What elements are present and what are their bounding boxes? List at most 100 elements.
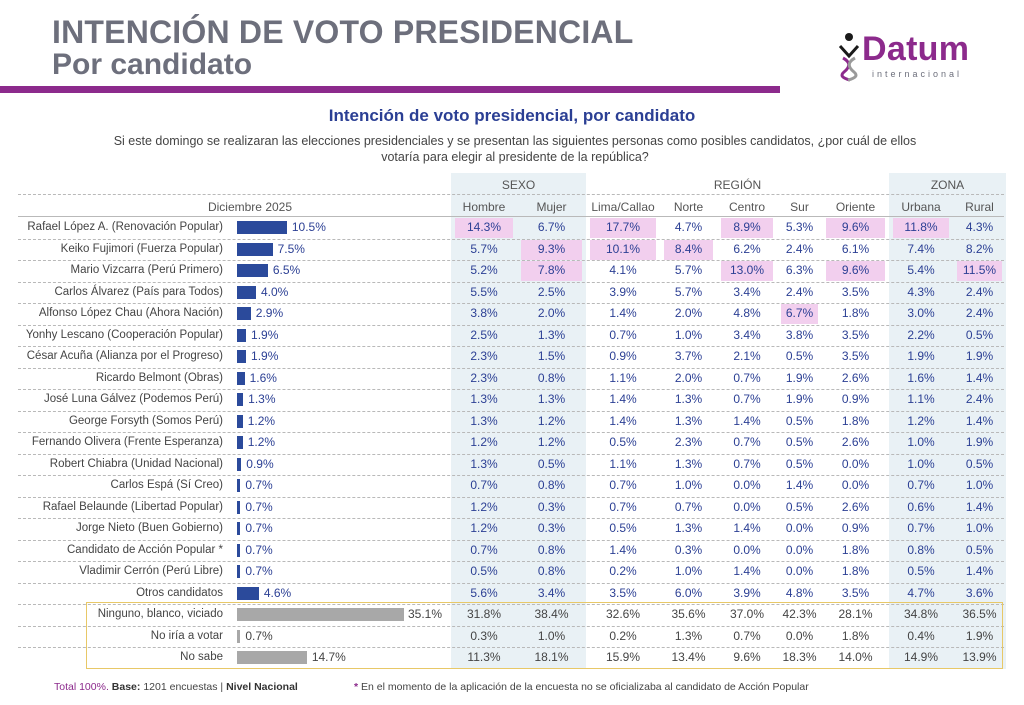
table-cell: 2.6% [841, 435, 870, 449]
table-cell: 1.3% [674, 392, 703, 406]
table-cell: 4.8% [733, 306, 761, 320]
table-cell: 3.4% [733, 328, 761, 342]
table-cell: 0.7% [733, 392, 761, 406]
table-cell: 6.7% [537, 220, 566, 234]
datum-figure-icon [838, 33, 860, 82]
table-cell: 13.4% [671, 650, 706, 664]
candidate-label: Carlos Espá (Sí Creo) [110, 479, 223, 491]
total-bar-label: 10.5% [291, 220, 326, 234]
table-cell: 0.0% [733, 543, 761, 557]
cell-highlight [721, 218, 773, 238]
table-cell: 1.9% [965, 435, 994, 449]
total-bar-label: 1.6% [249, 371, 277, 385]
row-separator [18, 411, 1004, 412]
table-cell: 0.0% [785, 564, 814, 578]
table-cell: 2.3% [470, 371, 498, 385]
table-cell: 1.2% [907, 414, 935, 428]
table-cell: 0.7% [907, 478, 935, 492]
table-cell: 6.3% [785, 263, 814, 277]
table-cell: 3.5% [609, 586, 637, 600]
candidate-label: Jorge Nieto (Buen Gobierno) [75, 522, 223, 534]
row-separator [18, 561, 1004, 562]
candidate-label: Mario Vizcarra (Perú Primero) [70, 264, 223, 276]
table-cell: 42.3% [782, 607, 817, 621]
cell-highlight [664, 240, 713, 260]
table-cell: 0.0% [841, 478, 870, 492]
table-cell: 18.1% [534, 650, 569, 664]
column-band [451, 173, 517, 669]
table-cell: 3.5% [841, 285, 870, 299]
table-cell: 0.7% [609, 500, 637, 514]
candidate-label: Carlos Álvarez (País para Todos) [54, 286, 223, 298]
row-separator [18, 454, 1004, 455]
table-cell: 0.5% [785, 500, 814, 514]
table-cell: 1.4% [733, 414, 761, 428]
cell-highlight [521, 261, 582, 281]
total-bar-label: 1.9% [251, 349, 279, 363]
table-cell: 0.0% [841, 457, 870, 471]
table-cell: 6.7% [785, 306, 814, 320]
total-bar [237, 329, 247, 342]
table-cell: 14.3% [466, 220, 502, 234]
table-cell: 28.1% [838, 607, 873, 621]
table-cell: 5.5% [470, 285, 498, 299]
table-cell: 0.8% [537, 564, 566, 578]
table-cell: 4.3% [907, 285, 935, 299]
table-cell: 0.5% [470, 564, 498, 578]
table-cell: 1.9% [907, 349, 935, 363]
cell-highlight [893, 218, 949, 238]
table-cell: 0.7% [733, 371, 761, 385]
table-cell: 17.7% [605, 220, 641, 234]
table-cell: 1.5% [537, 349, 566, 363]
table-cell: 4.8% [785, 586, 814, 600]
title-rule [0, 86, 780, 93]
candidate-label: Robert Chiabra (Unidad Nacional) [49, 458, 223, 470]
table-cell: 1.8% [841, 306, 870, 320]
table-cell: 1.0% [965, 521, 994, 535]
table-cell: 0.5% [785, 414, 814, 428]
total-bar [237, 372, 245, 385]
table-cell: 1.4% [609, 306, 637, 320]
table-cell: 1.4% [733, 564, 761, 578]
table-cell: 18.3% [782, 650, 817, 664]
table-cell: 37.0% [729, 607, 765, 621]
column-header: Hombre [462, 200, 506, 214]
table-cell: 1.3% [537, 392, 566, 406]
table-cell: 1.6% [907, 371, 935, 385]
candidate-label: Vladimir Cerrón (Perú Libre) [79, 565, 223, 577]
table-cell: 0.3% [537, 500, 566, 514]
table-cell: 32.6% [605, 607, 641, 621]
group-header: ZONA [930, 178, 965, 192]
table-cell: 2.4% [785, 285, 814, 299]
table-cell: 2.3% [674, 435, 703, 449]
total-bar [237, 436, 243, 449]
table-cell: 1.4% [965, 371, 994, 385]
table-cell: 0.5% [785, 349, 814, 363]
total-bar [237, 243, 273, 256]
table-cell: 2.5% [470, 328, 498, 342]
table-cell: 0.8% [537, 543, 566, 557]
total-bar [237, 350, 247, 363]
table-cell: 7.8% [537, 263, 566, 277]
row-separator [18, 432, 1004, 433]
table-cell: 3.9% [733, 586, 761, 600]
table-cell: 0.7% [733, 629, 761, 643]
column-header: Mujer [536, 200, 567, 214]
table-cell: 1.2% [470, 435, 498, 449]
column-header: Urbana [901, 200, 941, 214]
table-cell: 36.5% [962, 607, 997, 621]
table-cell: 1.9% [785, 371, 814, 385]
total-bar-label: 7.5% [277, 242, 305, 256]
table-cell: 8.9% [733, 220, 761, 234]
table-cell: 0.5% [965, 457, 994, 471]
footer-note: * En el momento de la aplicación de la e… [354, 681, 809, 693]
table-cell: 0.7% [907, 521, 935, 535]
table-cell: 0.0% [785, 521, 814, 535]
table-cell: 9.6% [733, 650, 761, 664]
table-cell: 0.8% [907, 543, 935, 557]
total-bar [237, 286, 256, 299]
candidate-label: Rafael Belaunde (Libertad Popular) [42, 501, 223, 513]
total-bar [237, 393, 244, 406]
table-cell: 2.1% [733, 349, 761, 363]
total-bar [237, 221, 287, 234]
